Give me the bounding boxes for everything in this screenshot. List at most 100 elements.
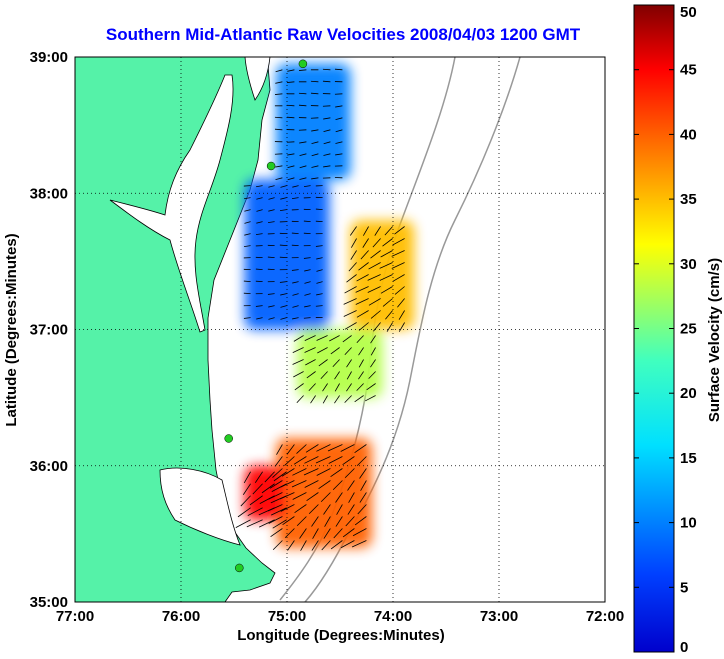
velocity-vector <box>334 68 343 71</box>
colorbar-tick-label: 35 <box>680 191 697 208</box>
velocity-vector <box>348 492 355 503</box>
velocity-vector <box>298 69 307 71</box>
velocity-vector <box>346 371 352 380</box>
velocity-vector <box>287 153 295 156</box>
velocity-vector <box>249 495 263 506</box>
velocity-vector <box>343 310 357 317</box>
velocity-vector <box>372 238 381 248</box>
colorbar-tick-label: 15 <box>680 450 697 467</box>
velocity-vector <box>329 335 340 342</box>
velocity-vector <box>322 383 328 392</box>
velocity-vector <box>264 471 275 483</box>
velocity-vector <box>287 177 295 181</box>
velocity-vector <box>360 250 369 260</box>
velocity-vector <box>291 269 299 271</box>
velocity-vector <box>370 347 376 356</box>
velocity-vector <box>335 117 343 121</box>
velocity-vector <box>316 257 323 260</box>
velocity-vector <box>315 208 323 211</box>
velocity-vector <box>368 262 381 270</box>
velocity-vector <box>255 185 263 188</box>
velocity-vector <box>275 81 283 84</box>
velocity-vector <box>348 262 357 272</box>
velocity-vector <box>287 540 295 551</box>
colorbar: 0 5 10 15 20 25 30 35 40 45 50 Surface Velocity (c… <box>633 4 723 656</box>
velocity-vector <box>384 226 393 236</box>
velocity-vector <box>367 286 381 293</box>
velocity-vector <box>321 540 331 551</box>
velocity-vector <box>392 238 405 246</box>
velocity-vector <box>254 471 263 483</box>
velocity-vector <box>279 281 287 283</box>
velocity-vector <box>374 226 381 236</box>
velocity-vector <box>340 540 355 549</box>
velocity-vector <box>323 129 331 133</box>
velocity-vector <box>304 335 316 342</box>
velocity-vector <box>292 305 299 308</box>
velocity-vector <box>334 383 340 392</box>
velocity-vector <box>274 128 283 131</box>
velocity-vector <box>380 250 393 258</box>
radar-site-marker <box>224 434 233 443</box>
velocity-vector <box>268 317 275 320</box>
velocity-vector <box>273 471 287 482</box>
radar-site-marker <box>266 161 276 171</box>
velocity-vector <box>267 256 275 259</box>
velocity-vector <box>332 359 340 367</box>
velocity-vector <box>380 286 393 294</box>
velocity-vector <box>268 197 275 200</box>
velocity-vector <box>294 383 304 391</box>
velocity-vector <box>330 540 343 550</box>
velocity-vector <box>268 185 275 188</box>
velocity-vector <box>255 233 263 236</box>
velocity-vector <box>270 495 287 504</box>
velocity-vector <box>392 274 405 282</box>
velocity-vector <box>343 298 357 305</box>
velocity-vector <box>286 444 295 455</box>
velocity-vector <box>240 495 251 507</box>
velocity-vector <box>391 262 405 269</box>
velocity-vector <box>355 298 369 305</box>
velocity-vector <box>330 468 343 477</box>
velocity-vector <box>311 540 319 551</box>
velocity-vector <box>340 444 355 452</box>
velocity-vector <box>280 317 287 320</box>
velocity-vector <box>305 444 319 453</box>
velocity-vector <box>292 185 299 188</box>
colorbar-tick-label: 45 <box>680 62 697 79</box>
velocity-vector <box>379 274 393 281</box>
x-tick-label: 74:00 <box>374 608 412 625</box>
velocity-vector <box>344 347 352 355</box>
y-tick-label: 36:00 <box>30 458 68 475</box>
velocity-vector <box>352 528 367 537</box>
velocity-vector <box>259 495 275 504</box>
velocity-vector <box>354 516 367 526</box>
velocity-vector <box>242 483 251 495</box>
velocity-vector <box>397 298 405 308</box>
velocity-vector <box>311 129 319 132</box>
velocity-vector <box>268 305 275 308</box>
velocity-vector <box>316 335 328 341</box>
velocity-vector <box>346 359 352 368</box>
velocity-vector <box>342 335 352 343</box>
velocity-vector <box>304 281 311 284</box>
velocity-vector <box>367 274 381 281</box>
speed-region <box>350 220 415 330</box>
colorbar-tick-label: 40 <box>680 126 697 143</box>
velocity-vector <box>316 281 323 284</box>
colorbar-tick-label: 10 <box>680 515 697 532</box>
velocity-vector <box>398 322 405 332</box>
velocity-vector <box>274 116 283 119</box>
velocity-vector <box>358 371 364 380</box>
velocity-vector <box>351 540 367 548</box>
velocity-vector <box>368 298 381 306</box>
velocity-vector <box>345 516 355 527</box>
velocity-vector <box>385 310 393 320</box>
velocity-vector <box>243 197 251 200</box>
velocity-vector <box>316 444 331 452</box>
velocity-vector <box>272 540 283 551</box>
velocity-vector <box>333 528 343 539</box>
velocity-vector <box>310 80 319 83</box>
velocity-vector <box>269 480 283 489</box>
velocity-vector <box>323 141 331 145</box>
